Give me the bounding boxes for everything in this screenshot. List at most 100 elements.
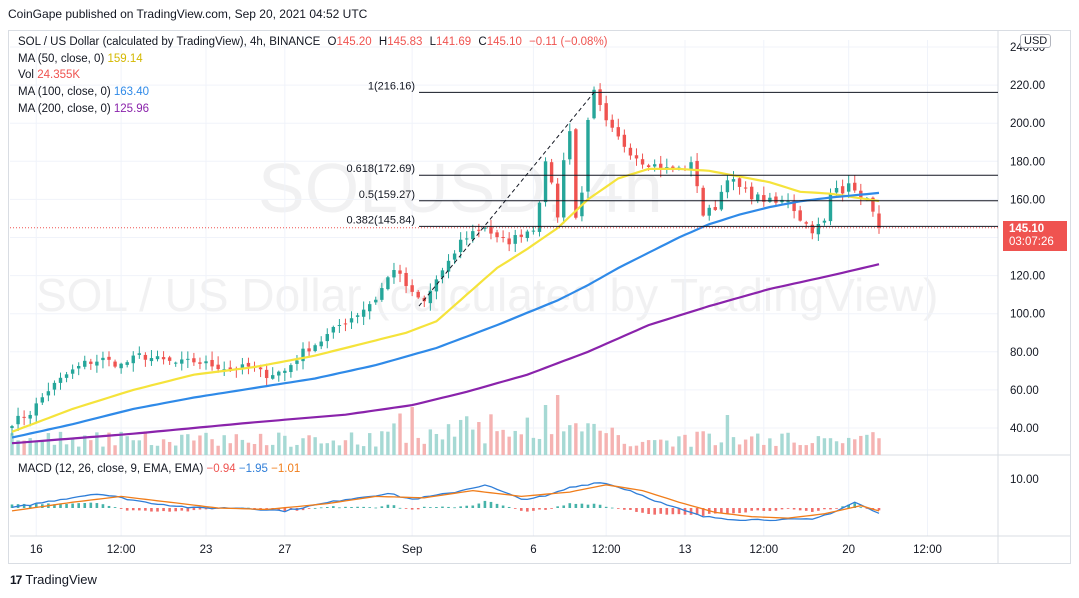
macd-hist-bar	[714, 508, 717, 514]
candle-body	[659, 163, 663, 170]
candle-body	[337, 325, 342, 327]
candle-body	[440, 270, 445, 278]
candle-body	[689, 162, 693, 170]
candle-body	[228, 367, 232, 370]
candle-body	[137, 353, 142, 355]
macd-hist-bar	[762, 508, 766, 511]
candle-body	[258, 367, 263, 370]
legend-row-ma50[interactable]: MA (50, close, 0) 159.14	[18, 53, 143, 65]
candle-body	[149, 358, 154, 362]
volume-bar	[489, 414, 493, 455]
macd-hist-bar	[156, 508, 159, 512]
volume-bar	[719, 442, 724, 455]
candle-body	[349, 318, 354, 323]
volume-bar	[804, 445, 808, 455]
volume-bar	[173, 445, 178, 455]
candle-body	[264, 369, 269, 379]
volume-bar	[64, 444, 69, 455]
volume-bar	[671, 446, 675, 455]
volume-bar	[40, 442, 45, 455]
macd-hist-bar	[677, 508, 681, 515]
legend-ma50-label: MA (50, close, 0)	[18, 53, 105, 65]
macd-hist-bar	[532, 508, 535, 511]
currency-badge[interactable]: USD	[1020, 34, 1052, 48]
macd-signal-line	[11, 484, 880, 519]
candle-body	[816, 224, 821, 235]
legend-symbol[interactable]: SOL / US Dollar (calculated by TradingVi…	[18, 36, 321, 48]
volume-bar	[216, 445, 220, 455]
macd-hist-bar	[77, 503, 80, 508]
macd-hist-bar	[483, 500, 487, 508]
candle-body	[471, 231, 475, 240]
volume-bar	[695, 431, 699, 455]
macd-hist-bar	[332, 506, 335, 508]
candle-body	[713, 207, 718, 210]
candle-body	[301, 348, 305, 362]
macd-hist-bar	[635, 508, 638, 512]
volume-bar	[186, 434, 190, 455]
volume-bar	[76, 446, 81, 455]
volume-bar	[28, 438, 32, 455]
candle-body	[101, 357, 105, 361]
volume-bar	[192, 440, 196, 455]
macd-hist-bar	[817, 508, 820, 511]
macd-hist-bar	[374, 507, 378, 509]
candle-body	[40, 397, 45, 403]
candle-body	[380, 288, 384, 300]
candle-body	[361, 309, 366, 317]
x-tick-label: 6	[530, 544, 536, 556]
macd-hist-bar	[841, 506, 844, 508]
candle-body	[871, 197, 875, 212]
macd-hist-bar	[186, 508, 190, 512]
macd-hist-bar	[786, 508, 790, 509]
macd-hist-bar	[416, 508, 420, 510]
legend-row-ma200[interactable]: MA (200, close, 0) 125.96	[18, 103, 149, 115]
candle-body	[240, 364, 245, 370]
candle-body	[810, 224, 815, 234]
macd-hist-bar	[453, 507, 456, 509]
candle-body	[343, 323, 348, 325]
volume-bar	[416, 437, 420, 455]
candle-body	[107, 356, 111, 360]
candle-body	[198, 362, 202, 364]
volume-bar	[95, 432, 99, 455]
macd-hist-bar	[689, 508, 693, 515]
volume-bar	[252, 443, 257, 455]
candle-body	[95, 361, 99, 366]
candle-body	[271, 375, 275, 379]
macd-hist-bar	[544, 508, 547, 510]
volume-bar	[598, 430, 602, 455]
volume-bar	[264, 445, 269, 455]
macd-hist-bar	[53, 504, 56, 508]
macd-hist-bar	[877, 508, 881, 511]
candle-body	[543, 161, 548, 203]
volume-bar	[374, 446, 378, 455]
macd-hist-bar	[101, 504, 105, 508]
volume-bar	[240, 439, 245, 455]
footer-branding[interactable]: 17 TradingView	[10, 572, 97, 587]
macd-hist-bar	[168, 508, 171, 512]
macd-hist-bar	[362, 506, 365, 508]
volume-bar	[877, 438, 881, 455]
legend-row-macd[interactable]: MACD (12, 26, close, 9, EMA, EMA) −0.94 …	[18, 463, 300, 475]
volume-bar	[404, 442, 408, 455]
macd-hist-bar	[338, 507, 341, 509]
volume-bar	[537, 438, 542, 455]
legend-row-ma100[interactable]: MA (100, close, 0) 163.40	[18, 86, 149, 98]
macd-hist-bar	[756, 508, 760, 511]
volume-bar	[355, 444, 360, 455]
volume-bar	[343, 440, 348, 455]
legend-row-volume[interactable]: Vol 24.355K	[18, 69, 80, 81]
volume-bar	[149, 445, 154, 455]
volume-bar	[822, 438, 827, 455]
legend-open: 145.20	[336, 36, 372, 48]
y-tick-label: 40.00	[1010, 423, 1039, 435]
publisher-credit: CoinGape published on TradingView.com, S…	[8, 7, 368, 21]
macd-hist-bar	[823, 508, 826, 510]
candle-body	[853, 182, 857, 191]
macd-hist-bar	[131, 508, 135, 511]
macd-hist-bar	[119, 508, 123, 509]
volume-bar	[137, 440, 142, 455]
x-tick-label: 12:00	[107, 544, 136, 556]
